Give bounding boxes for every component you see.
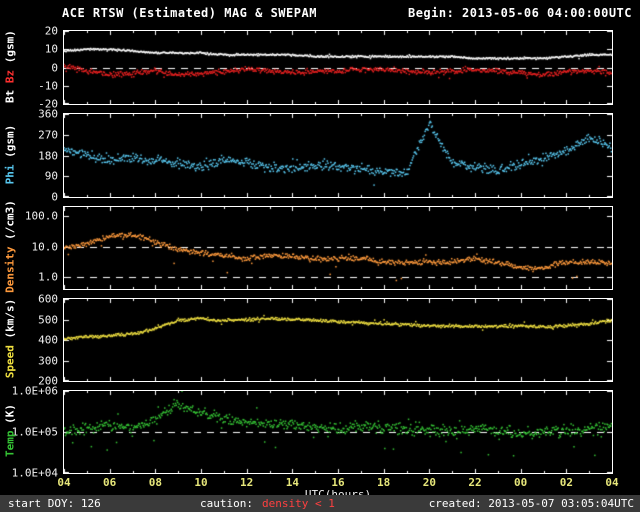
- panel-speed: [63, 298, 613, 382]
- y-tick-label-speed: 600: [38, 292, 58, 306]
- footer-start-doy: start DOY: 126: [8, 497, 101, 510]
- panel-mag-canvas: [64, 31, 612, 104]
- y-tick-label-density: 1.0: [38, 270, 58, 284]
- y-tick-label-phi: 360: [38, 107, 58, 121]
- panel-temp-canvas: [64, 391, 612, 473]
- panel-density: [63, 206, 613, 290]
- x-tick-label: 20: [422, 476, 436, 489]
- x-tick-label: 22: [468, 476, 482, 489]
- y-tick-label-temp: 1.0E+04: [11, 466, 58, 480]
- y-tick-label-mag: 10: [44, 42, 58, 56]
- footer-bar: start DOY: 126 caution: density < 1 crea…: [0, 495, 640, 512]
- y-tick-label-phi: 90: [44, 169, 58, 183]
- y-tick-label-density: 100.0: [24, 209, 58, 223]
- y-axis-label-part: (K): [3, 404, 17, 424]
- x-tick-label: 12: [240, 476, 254, 489]
- y-tick-label-speed: 400: [38, 333, 58, 347]
- y-tick-label-speed: 200: [38, 374, 58, 388]
- x-tick-label: 02: [559, 476, 573, 489]
- y-tick-label-mag: -10: [38, 79, 58, 93]
- y-tick-label-temp: 1.0E+06: [11, 384, 58, 398]
- y-axis-label-part: Temp: [3, 423, 17, 458]
- footer-created: created: 2013-05-07 03:05:04UTC: [428, 497, 634, 510]
- begin-timestamp: Begin: 2013-05-06 04:00:00UTC: [407, 6, 632, 20]
- footer-caution-label: caution:: [200, 497, 253, 510]
- panel-phi-canvas: [64, 114, 612, 197]
- x-tick-label: 14: [285, 476, 299, 489]
- y-tick-label-mag: 0: [51, 61, 58, 74]
- plot-title: ACE RTSW (Estimated) MAG & SWEPAM: [62, 6, 317, 20]
- y-axis-label-part: (/cm3): [3, 200, 17, 240]
- y-tick-label-density: 10.0: [31, 240, 59, 254]
- panel-temp: [63, 390, 613, 474]
- x-tick-label: 04: [57, 476, 71, 489]
- y-tick-label-phi: 180: [38, 149, 58, 162]
- panel-mag: [63, 30, 613, 105]
- x-tick-label: 18: [377, 476, 391, 489]
- x-tick-label: 16: [331, 476, 345, 489]
- y-tick-label-mag: 20: [44, 24, 58, 38]
- y-tick-label-mag: -20: [38, 97, 58, 111]
- panel-speed-canvas: [64, 299, 612, 381]
- y-tick-label-speed: 500: [38, 313, 58, 326]
- y-tick-label-phi: 270: [38, 128, 58, 142]
- x-tick-label: 08: [148, 476, 162, 489]
- x-tick-label: 00: [514, 476, 528, 489]
- footer-caution-value: density < 1: [262, 497, 335, 510]
- panel-phi: [63, 113, 613, 198]
- y-tick-label-phi: 0: [51, 190, 58, 204]
- x-tick-label: 06: [103, 476, 117, 489]
- x-tick-label: 10: [194, 476, 208, 489]
- y-tick-label-temp: 1.0E+05: [11, 425, 58, 439]
- x-tick-label: 04: [605, 476, 619, 489]
- y-axis-label-temp: Temp (K): [4, 331, 17, 512]
- panel-density-canvas: [64, 207, 612, 289]
- y-tick-label-speed: 300: [38, 354, 58, 367]
